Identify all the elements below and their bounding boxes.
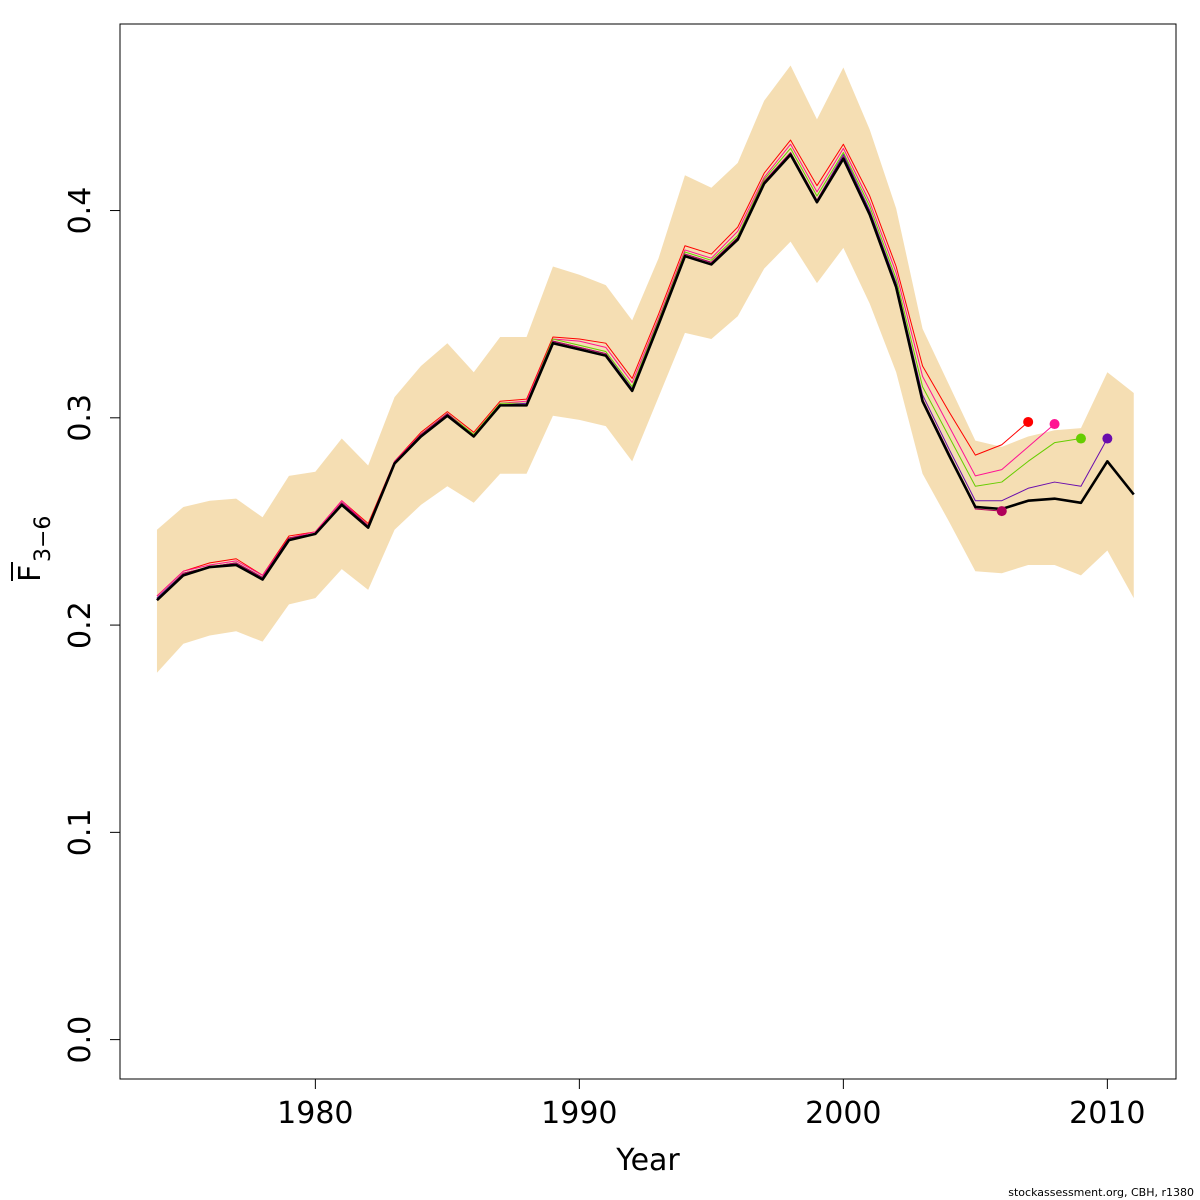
y-tick-label-1: 0.1 [63,808,98,856]
y-axis-title: F 3−6 [11,516,56,582]
end-point-layer [996,416,1113,517]
series-line-2 [156,143,1055,597]
y-tick-label-0: 0.0 [63,1016,98,1064]
series-end-point-1 [1023,416,1034,427]
x-tick-label-1990: 1990 [541,1096,617,1131]
series-line-6 [156,153,1135,602]
series-layer [156,139,1135,602]
x-tick-label-1980: 1980 [277,1096,353,1131]
footer-credit: stockassessment.org, CBH, r1380 [1008,1186,1194,1199]
x-tick-label-2000: 2000 [805,1096,881,1131]
y-tick-label-4: 0.4 [63,187,98,235]
x-axis-title: Year [615,1143,680,1178]
plot-frame [119,23,1177,1080]
x-axis: 1980 1990 2000 2010 [277,1079,1146,1131]
y-tick-label-3: 0.3 [63,394,98,442]
y-axis-title-symbol: F [13,565,48,582]
y-axis-title-subscript: 3−6 [31,516,56,562]
series-end-point-2 [1049,419,1060,430]
confidence-band-layer [156,65,1134,673]
y-tick-label-2: 0.2 [63,601,98,649]
x-tick-label-2010: 2010 [1069,1096,1145,1131]
series-end-point-5 [996,506,1007,517]
series-end-point-4 [1102,433,1113,444]
series-end-point-3 [1075,433,1086,444]
confidence-band [156,65,1134,673]
series-line-1 [156,139,1029,597]
y-axis: 0.0 0.1 0.2 0.3 0.4 [63,187,120,1064]
